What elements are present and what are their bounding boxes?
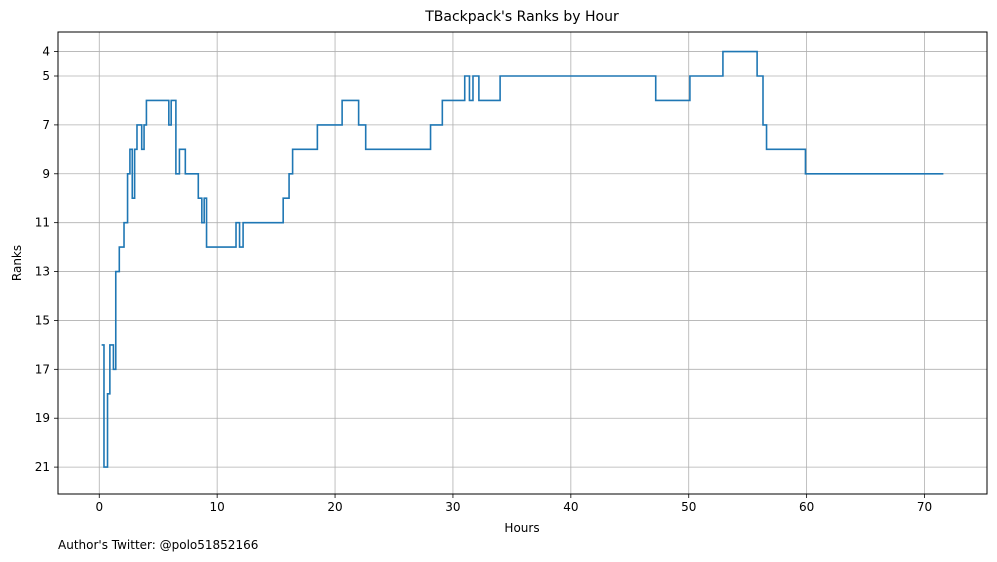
x-tick-label: 30 [445,500,460,514]
x-tick-label: 50 [681,500,696,514]
y-tick-label: 11 [35,216,50,230]
y-tick-label: 19 [35,411,50,425]
x-axis: 0 10 20 30 40 50 60 70 [95,494,932,514]
y-tick-label: 4 [42,45,50,59]
y-tick-label: 13 [35,265,50,279]
x-tick-label: 60 [799,500,814,514]
series-layer [101,50,944,468]
x-tick-label: 20 [327,500,342,514]
x-tick-label: 0 [95,500,103,514]
y-axis-title: Ranks [10,245,24,281]
y-tick-label: 21 [35,460,50,474]
x-axis-title: Hours [504,521,539,535]
x-tick-label: 70 [917,500,932,514]
y-tick-label: 17 [35,362,50,376]
y-tick-label: 15 [35,313,50,327]
x-tick-label: 40 [563,500,578,514]
y-tick-label: 7 [42,118,50,132]
y-tick-label: 9 [42,167,50,181]
y-axis: 4 5 7 9 11 13 15 17 19 21 [35,45,58,474]
x-tick-label: 10 [210,500,225,514]
plot-frame [57,31,988,495]
y-tick-label: 5 [42,69,50,83]
chart-title: TBackpack's Ranks by Hour [424,9,619,25]
rank-series-line [101,50,944,468]
author-credit: Author's Twitter: @polo51852166 [58,538,259,552]
gridlines [58,32,987,494]
